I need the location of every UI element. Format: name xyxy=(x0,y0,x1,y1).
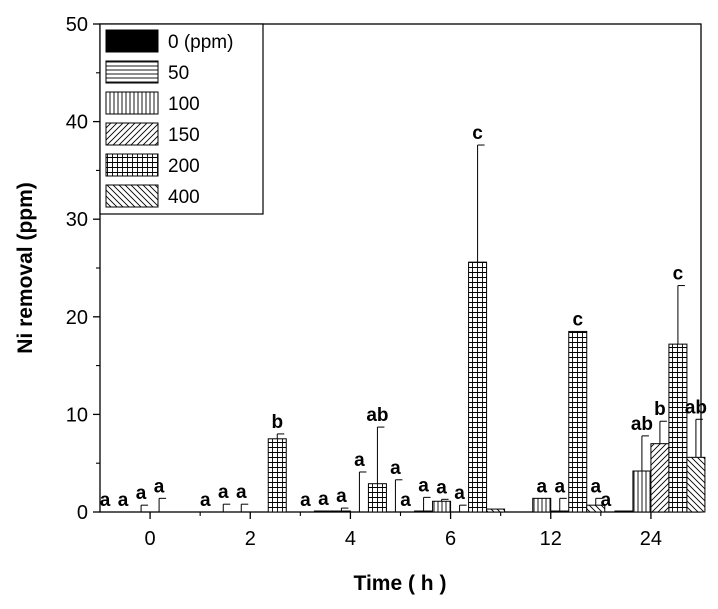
y-tick-label: 10 xyxy=(66,404,88,426)
significance-letter: ab xyxy=(631,414,653,435)
significance-letter: a xyxy=(100,490,111,511)
legend-label: 150 xyxy=(168,125,200,146)
x-tick-label: 24 xyxy=(640,528,662,550)
significance-letter: ab xyxy=(366,405,388,426)
significance-letter: c xyxy=(572,309,583,330)
significance-letter: a xyxy=(418,475,429,496)
y-tick-label: 20 xyxy=(66,307,88,329)
legend-label: 400 xyxy=(168,187,200,208)
bar-grid xyxy=(468,261,488,513)
x-tick-label: 12 xyxy=(540,528,562,550)
bar-vertical xyxy=(632,470,652,513)
significance-letter: a xyxy=(218,482,229,503)
x-tick-label: 6 xyxy=(445,528,456,550)
significance-letter: a xyxy=(318,489,329,510)
significance-letter: a xyxy=(154,476,165,497)
significance-letter: a xyxy=(400,490,411,511)
significance-letter: a xyxy=(200,490,211,511)
significance-letter: b xyxy=(654,399,666,420)
bar-diagonal xyxy=(550,510,570,513)
bar-grid xyxy=(367,483,387,513)
y-axis-title: Ni removal (ppm) xyxy=(14,182,37,354)
y-tick-label: 0 xyxy=(77,502,88,524)
significance-letter: a xyxy=(554,476,565,497)
significance-letter: c xyxy=(673,264,684,285)
bar-horizontal xyxy=(414,510,434,513)
bar-grid xyxy=(568,330,588,513)
bar-vertical xyxy=(432,500,452,513)
significance-letter: b xyxy=(271,412,283,433)
bars-layer xyxy=(267,261,706,513)
legend-swatch xyxy=(105,29,159,53)
bar-grid xyxy=(668,343,688,513)
legend-label: 50 xyxy=(168,63,189,84)
legend-swatch xyxy=(105,184,159,208)
legend-label: 100 xyxy=(168,94,200,115)
significance-letter: a xyxy=(390,458,401,479)
bar-antidiagonal xyxy=(686,456,706,513)
significance-letter: a xyxy=(454,483,465,504)
x-axis-title: Time ( h ) xyxy=(354,572,447,595)
error-bars-layer xyxy=(140,144,703,512)
x-tick-label: 4 xyxy=(345,528,356,550)
significance-letter: a xyxy=(336,486,347,507)
significance-letter: a xyxy=(536,476,547,497)
significance-letter: a xyxy=(436,477,447,498)
legend-frame xyxy=(99,23,264,215)
significance-letter: a xyxy=(236,482,247,503)
bar-grid xyxy=(267,438,287,513)
legend-swatch xyxy=(105,91,159,115)
significance-letter: a xyxy=(136,483,147,504)
legend-label: 0 (ppm) xyxy=(168,32,233,53)
bar-horizontal xyxy=(614,510,634,513)
bar-antidiagonal xyxy=(486,508,506,513)
bar-vertical xyxy=(532,497,552,513)
significance-letter: a xyxy=(118,490,129,511)
legend-swatch xyxy=(105,122,159,146)
x-tick-label: 0 xyxy=(145,528,156,550)
legend-label: 200 xyxy=(168,156,200,177)
legend-swatch xyxy=(105,60,159,84)
y-tick-label: 40 xyxy=(66,112,88,134)
significance-letter: a xyxy=(300,490,311,511)
legend-swatch xyxy=(105,153,159,177)
bar-diagonal xyxy=(650,443,670,513)
significance-letter: a xyxy=(354,450,365,471)
bar-horizontal xyxy=(313,510,333,513)
significance-letter: a xyxy=(601,490,612,511)
y-tick-label: 30 xyxy=(66,209,88,231)
significance-letter: a xyxy=(590,476,601,497)
significance-letter: c xyxy=(472,123,483,144)
y-tick-label: 50 xyxy=(66,14,88,36)
bar-vertical xyxy=(331,510,351,513)
x-tick-label: 2 xyxy=(245,528,256,550)
significance-letter: ab xyxy=(685,397,707,418)
legend: 0 (ppm) 50 100 150 200 400 xyxy=(99,23,264,215)
